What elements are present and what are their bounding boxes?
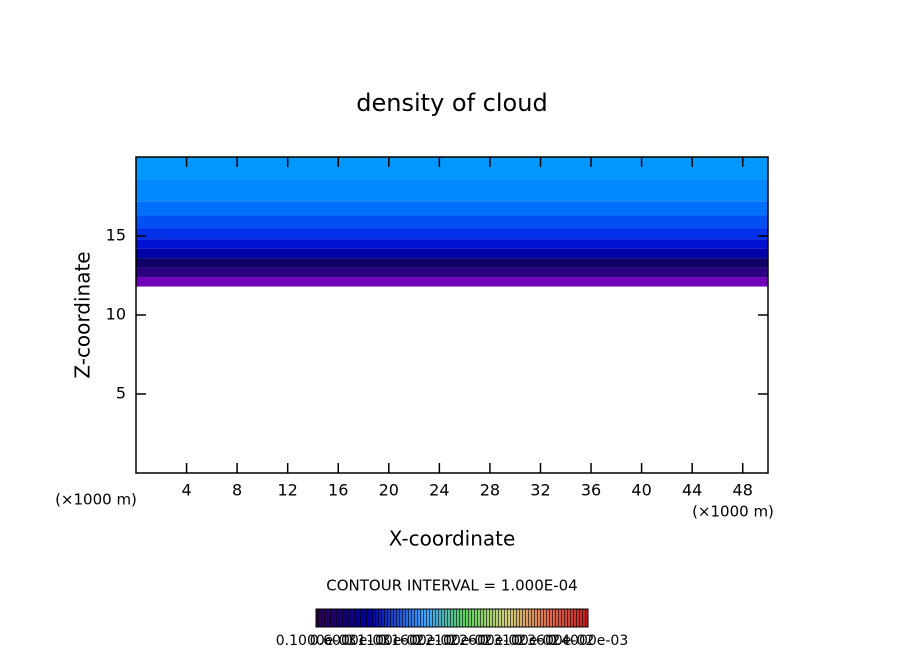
x-tick-label: 20 (379, 481, 399, 500)
contour-band (136, 267, 768, 278)
x-tick-label: 32 (530, 481, 550, 500)
y-tick-label: 5 (116, 384, 126, 403)
colorbar-label: 0.6000e-03 (310, 633, 390, 649)
y-tick-label: 15 (106, 226, 126, 245)
chart-title: density of cloud (356, 89, 547, 117)
x-tick-label: 36 (581, 481, 601, 500)
x-tick-label: 12 (278, 481, 298, 500)
x-unit-label: (×1000 m) (692, 503, 774, 521)
colorbar-label: 0.2100e-02 (412, 633, 492, 649)
contour-band (136, 239, 768, 249)
y-axis-label: Z-coordinate (71, 251, 95, 378)
colorbar-label: 0.3600e-02 (514, 633, 594, 649)
x-tick-label: 16 (328, 481, 348, 500)
y-tick-label: 10 (106, 305, 126, 324)
colorbar-label: 0.2600e-02 (446, 633, 526, 649)
contour-band (136, 179, 768, 202)
contour-band (136, 277, 768, 287)
x-tick-label: 8 (232, 481, 242, 500)
colorbar-label: 0.1100e-02 (344, 633, 424, 649)
contour-band (136, 215, 768, 229)
colorbar-frame (315, 608, 589, 628)
contour-band (136, 258, 768, 268)
colorbar-label: 0.4000e-03 (548, 633, 628, 649)
colorbar-stripes (316, 609, 588, 627)
x-tick-label: 44 (682, 481, 702, 500)
colorbar-label: 0.1600e-02 (378, 633, 458, 649)
y-unit-label: (×1000 m) (55, 491, 137, 509)
contour-band (136, 201, 768, 216)
x-tick-label: 28 (480, 481, 500, 500)
colorbar-label: 0.3100e-02 (480, 633, 560, 649)
x-tick-label: 40 (631, 481, 651, 500)
contour-band (136, 157, 768, 180)
x-tick-label: 4 (181, 481, 191, 500)
plot-area (136, 157, 768, 287)
x-axis-label: X-coordinate (389, 527, 516, 551)
contour-band (136, 248, 768, 259)
contour-interval: CONTOUR INTERVAL = 1.000E-04 (326, 577, 577, 595)
contour-band (136, 228, 768, 240)
x-tick-label: 24 (429, 481, 449, 500)
colorbar-label: 0.1000e-03 (276, 633, 356, 649)
x-tick-label: 48 (733, 481, 753, 500)
